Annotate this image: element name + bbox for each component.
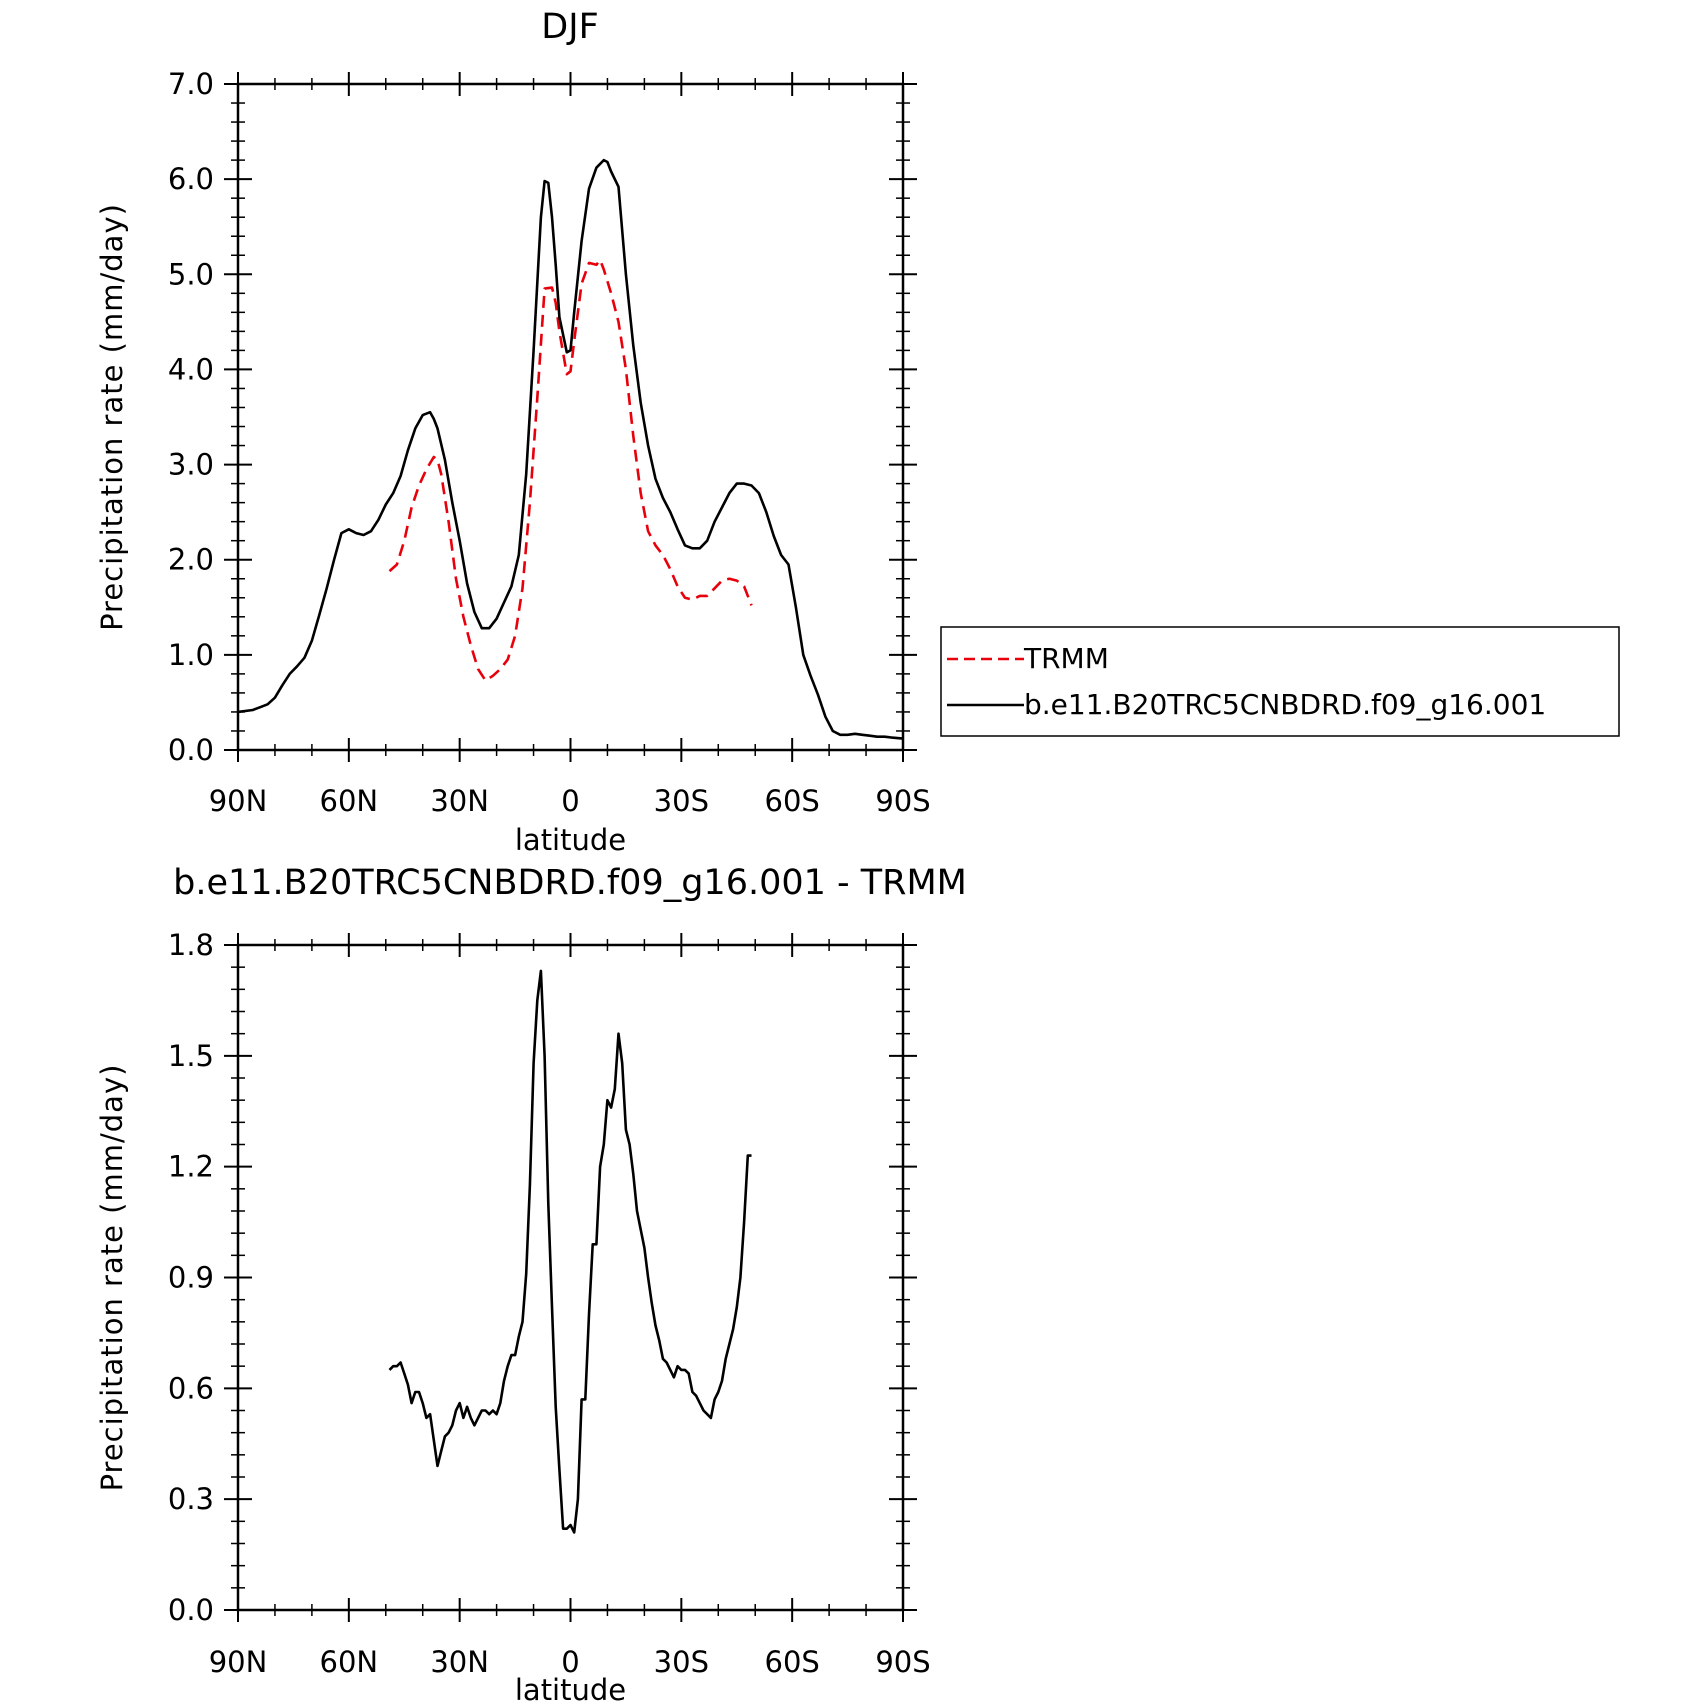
y-tick-label: 5.0 [168,257,214,291]
y-tick-label: 0.3 [168,1482,214,1516]
chart-title: b.e11.B20TRC5CNBDRD.f09_g16.001 - TRMM [173,863,967,903]
y-tick-label: 0.0 [168,733,214,767]
y-axis-label: Precipitation rate (mm/day) [95,203,129,631]
x-tick-label: 0 [561,784,579,818]
y-tick-label: 2.0 [168,543,214,577]
x-tick-label: 30N [430,784,489,818]
x-tick-label: 60N [320,784,379,818]
series-line-difference [388,969,752,1534]
y-tick-label: 0.6 [168,1371,214,1405]
x-tick-label: 90N [209,1645,268,1679]
bottom-panel-difference: b.e11.B20TRC5CNBDRD.f09_g16.001 - TRMM 90… [95,863,967,1703]
y-axis-label: Precipitation rate (mm/day) [95,1064,129,1492]
x-tick-label: 60S [765,1645,820,1679]
legend-label-model: b.e11.B20TRC5CNBDRD.f09_g16.001 [1024,688,1546,721]
y-tick-label: 1.0 [168,638,214,672]
x-tick-label: 90S [875,1645,930,1679]
legend-label-trmm: TRMM [1023,642,1109,675]
y-tick-label: 1.8 [168,928,214,962]
y-tick-label: 0.0 [168,1593,214,1627]
series-line-trmm [388,258,753,682]
x-tick-label: 30S [654,1645,709,1679]
y-tick-label: 6.0 [168,162,214,196]
x-tick-label: 90S [875,784,930,818]
y-tick-label: 3.0 [168,448,214,482]
x-tick-label: 0 [561,1645,579,1679]
y-tick-label: 4.0 [168,352,214,386]
legend: TRMM b.e11.B20TRC5CNBDRD.f09_g16.001 [940,626,1620,737]
x-axis-label: latitude [515,1673,626,1703]
y-tick-label: 1.5 [168,1039,214,1073]
top-panel-djf: DJF 90N 60N 30N 0 30S 60S 90S 0.0 1.0 2.0 3.0 4.0 5.0… [95,7,931,857]
series-line-b-e11-b20trc5cnbdrd-f09-g16-001 [237,158,904,740]
x-tick-label: 90N [209,784,268,818]
x-tick-label: 60N [320,1645,379,1679]
x-tick-label: 30N [430,1645,489,1679]
y-tick-label: 1.2 [168,1150,214,1184]
y-tick-label: 7.0 [168,67,214,101]
x-axis-label: latitude [515,823,626,857]
x-tick-label: 30S [654,784,709,818]
legend-box [940,626,1620,737]
chart-title: DJF [541,7,598,47]
plot-frame [236,943,905,1612]
x-tick-label: 60S [765,784,820,818]
y-tick-label: 0.9 [168,1261,214,1295]
